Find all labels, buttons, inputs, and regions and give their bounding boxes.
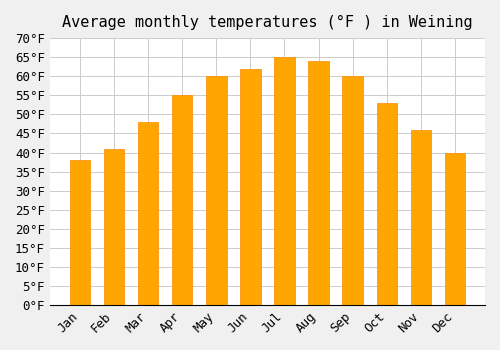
Bar xyxy=(70,160,90,305)
Bar xyxy=(376,103,397,305)
Bar xyxy=(445,153,465,305)
Bar xyxy=(138,122,158,305)
Bar xyxy=(342,76,363,305)
Bar xyxy=(410,130,431,305)
Bar xyxy=(308,61,329,305)
Bar xyxy=(274,57,294,305)
Bar xyxy=(172,95,193,305)
Bar xyxy=(240,69,260,305)
Bar xyxy=(206,76,227,305)
Bar xyxy=(104,149,124,305)
Title: Average monthly temperatures (°F ) in Weining: Average monthly temperatures (°F ) in We… xyxy=(62,15,472,30)
